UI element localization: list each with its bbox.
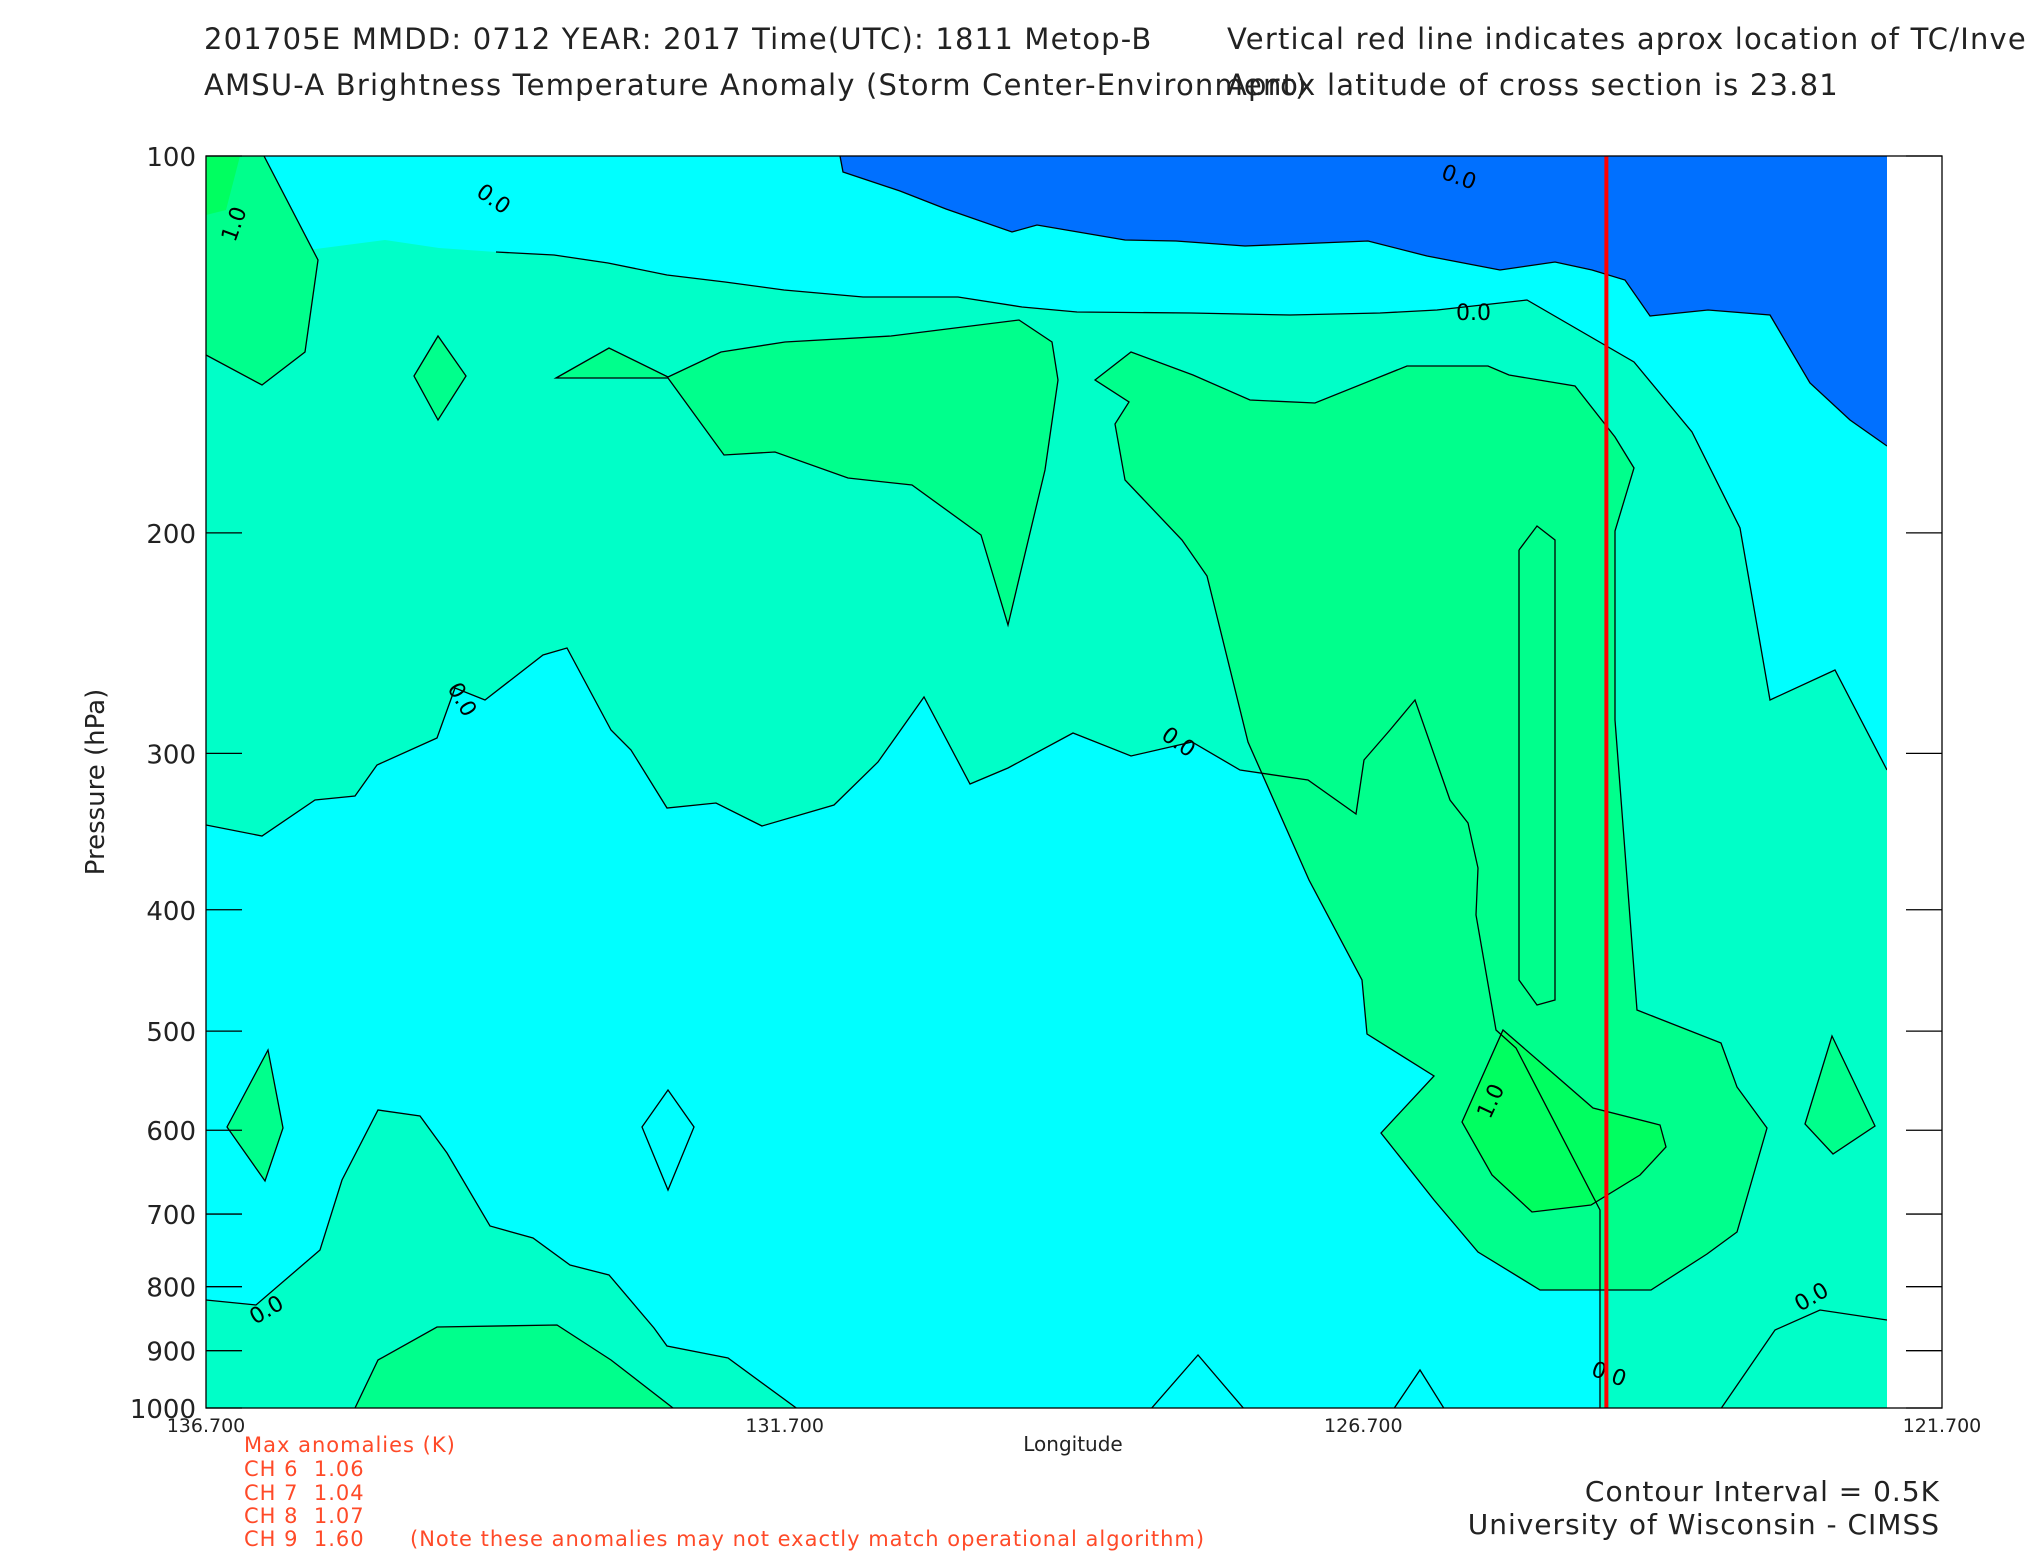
contour-line-17: [1393, 1368, 1445, 1408]
field-band-15-top: [206, 156, 240, 215]
plot-frame: [205, 155, 1943, 1409]
y-tick-label: 800: [146, 1274, 196, 1304]
x-axis-label: Longitude: [1023, 1432, 1122, 1456]
y-tick-label: 200: [146, 520, 196, 550]
max-anomalies-title: Max anomalies (K): [244, 1433, 456, 1457]
contour-line-3: [206, 1109, 798, 1408]
y-axis-label: Pressure (hPa): [81, 689, 111, 876]
y-tick-label: 100: [146, 143, 196, 173]
contour-line-6: [553, 319, 1059, 628]
field-band-neg: [840, 156, 1887, 446]
y-tick-label: 300: [146, 740, 196, 770]
contour-line-13: [839, 156, 1887, 447]
contour-line-7: [1093, 351, 1768, 1291]
max-anomaly-label: CH 8: [244, 1504, 299, 1528]
y-tick-label: 900: [146, 1338, 196, 1368]
max-anomaly-value: 1.60: [313, 1527, 365, 1551]
contour-line-8: [354, 1324, 674, 1408]
contour-line-16: [1150, 1354, 1245, 1408]
max-anomaly-value: 1.04: [313, 1481, 365, 1505]
max-anomaly-label: CH 9: [244, 1527, 299, 1551]
max-anomaly-row: CH 9 1.60: [244, 1527, 365, 1551]
max-anomaly-row: CH 8 1.07: [244, 1504, 365, 1528]
x-axis: 136.700 131.700 126.700 121.700: [167, 1415, 1982, 1437]
x-tick-label: 121.700: [1903, 1415, 1982, 1437]
max-anomaly-row: CH 7 1.04: [244, 1481, 365, 1505]
header-line1-left: 201705E MMDD: 0712 YEAR: 2017 Time(UTC):…: [204, 22, 1153, 56]
x-tick-label: 126.700: [1324, 1415, 1403, 1437]
max-anomaly-value: 1.06: [313, 1457, 365, 1481]
y-axis: 100 200 300 400 500 600 700 800 900 1000: [130, 143, 1942, 1425]
contour-label-0c: 0.0: [1456, 301, 1491, 326]
header-line2-left: AMSU-A Brightness Temperature Anomaly (S…: [204, 68, 1308, 102]
y-tick-label: 400: [146, 897, 196, 927]
contour-line-15: [1720, 1309, 1887, 1408]
max-anomaly-label: CH 7: [244, 1481, 299, 1505]
field-hole-1: [642, 1090, 694, 1190]
contour-line-2: [495, 251, 1887, 771]
y-tick-label: 1000: [130, 1395, 196, 1425]
header-line1-right: Vertical red line indicates aprox locati…: [1227, 22, 2025, 56]
contour-interval-text: Contour Interval = 0.5K: [1584, 1475, 1940, 1508]
field-band-10-lower-left: [355, 1325, 673, 1408]
credit-text: University of Wisconsin - CIMSS: [1467, 1508, 1940, 1541]
x-tick-label: 131.700: [745, 1415, 824, 1437]
field-band-15-core: [1462, 1030, 1666, 1212]
field-band-05-right: [1721, 1310, 1887, 1408]
x-tick-label: 136.700: [167, 1415, 246, 1437]
max-anomaly-value: 1.07: [313, 1504, 365, 1528]
contour-line-12: [641, 1088, 695, 1192]
y-tick-label: 600: [146, 1117, 196, 1147]
contour-line-10: [226, 1048, 284, 1183]
max-anomalies-note: (Note these anomalies may not exactly ma…: [410, 1527, 1206, 1551]
field-band-10-corner: [206, 156, 318, 385]
contour-line-4: [206, 156, 319, 386]
contour-line-1: [206, 647, 1601, 1408]
contour-line-14: [1518, 525, 1556, 1006]
contour-line-9: [1804, 1034, 1876, 1155]
field-band-10-diamond-b: [1805, 1036, 1875, 1154]
y-tick-label: 700: [146, 1201, 196, 1231]
max-anomaly-label: CH 6: [244, 1457, 299, 1481]
contour-line-5: [413, 334, 467, 422]
field-band-10-right: [1095, 352, 1767, 1290]
field-band-10-diamond-c: [227, 1050, 283, 1181]
header-line2-right: Aprox latitude of cross section is 23.81: [1227, 68, 1839, 102]
field-band-05-lower: [206, 1110, 797, 1408]
contour-line-11: [1461, 1028, 1667, 1213]
max-anomaly-row: CH 6 1.06: [244, 1457, 365, 1481]
y-tick-label: 500: [146, 1018, 196, 1048]
